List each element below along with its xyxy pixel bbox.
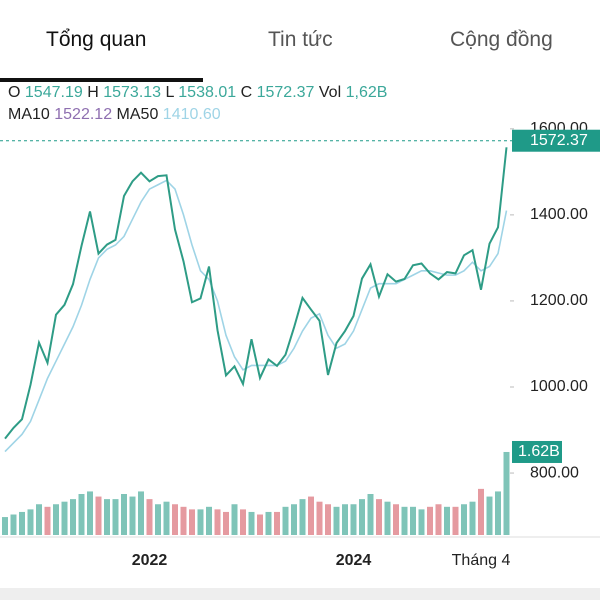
volume-bar xyxy=(146,499,153,535)
volume-bar xyxy=(342,504,348,535)
label: MA10 xyxy=(8,106,50,123)
label: MA50 xyxy=(116,106,159,123)
volume-bar xyxy=(189,509,195,535)
volume-bar xyxy=(418,509,425,535)
volume-bar xyxy=(282,506,289,535)
volume-bar xyxy=(248,511,255,535)
tab[interactable]: Cộng đồng xyxy=(450,28,553,51)
volume-bar xyxy=(112,499,119,535)
volume-bar xyxy=(299,499,306,535)
volume-badge-label: 1.62B xyxy=(518,443,560,460)
price-line xyxy=(4,147,508,440)
price-badge xyxy=(512,129,600,152)
volume-bar xyxy=(452,506,459,535)
tab[interactable]: Tổng quan xyxy=(46,28,147,51)
volume-bar xyxy=(27,509,34,535)
volume-bar xyxy=(129,496,136,535)
volume-bar xyxy=(172,504,178,535)
volume-badge xyxy=(512,440,562,463)
volume-bar xyxy=(376,499,382,535)
volume-bar xyxy=(70,499,76,535)
label: H xyxy=(87,84,99,101)
volume-bar xyxy=(214,509,221,535)
volume-bar xyxy=(461,504,467,535)
volume-bar xyxy=(180,506,187,535)
y-tick-label: 1200.00 xyxy=(530,292,588,309)
volume-bar xyxy=(435,504,442,535)
volume-bar xyxy=(367,494,374,535)
volume-bar xyxy=(104,499,110,535)
volume-bar xyxy=(138,491,144,535)
price-line xyxy=(4,179,508,453)
tab-indicator xyxy=(0,78,203,82)
label: L xyxy=(165,84,174,101)
price-badge-label: 1572.37 xyxy=(530,132,588,149)
volume-bar xyxy=(61,501,68,535)
volume-bar xyxy=(53,504,59,535)
volume-bar xyxy=(265,511,272,535)
volume-bar xyxy=(410,506,416,535)
volume-bar xyxy=(36,504,42,535)
volume-bar xyxy=(427,506,433,535)
volume-bar xyxy=(469,501,476,535)
volume-bar xyxy=(350,504,357,535)
label: C xyxy=(240,84,253,101)
volume-bar xyxy=(155,504,161,535)
value: 1410.60 xyxy=(162,106,221,123)
volume-bar xyxy=(163,501,170,535)
volume-bar xyxy=(44,506,51,535)
volume-bar xyxy=(121,494,127,535)
x-tick-label: Tháng 4 xyxy=(452,552,511,569)
volume-bar xyxy=(206,506,212,535)
value: 1,62B xyxy=(345,84,388,101)
label: O xyxy=(8,84,21,101)
x-tick-label: 2024 xyxy=(336,552,372,569)
volume-bar xyxy=(503,451,510,535)
y-tick-label: 800.00 xyxy=(530,464,579,481)
volume-bar xyxy=(359,499,365,535)
volume-bar xyxy=(87,491,93,535)
bottom-bar xyxy=(0,588,600,600)
volume-bar xyxy=(2,517,8,535)
quote-header: O 1547.19 H 1573.13 L 1538.01 C 1572.37 … xyxy=(8,82,387,126)
volume-bar xyxy=(333,506,340,535)
value: 1573.13 xyxy=(103,84,162,101)
volume-bar xyxy=(478,488,484,535)
volume-bar xyxy=(291,504,297,535)
volume-bar xyxy=(316,501,323,535)
value: 1522.12 xyxy=(54,106,113,123)
y-tick-label: 1000.00 xyxy=(530,378,588,395)
volume-bar xyxy=(325,504,331,535)
x-tick-label: 2022 xyxy=(132,552,168,569)
volume-bar xyxy=(401,506,408,535)
value: 1547.19 xyxy=(24,84,83,101)
volume-bar xyxy=(10,514,17,535)
volume-bar xyxy=(444,506,450,535)
volume-bar xyxy=(95,496,102,535)
volume-bar xyxy=(393,504,399,535)
volume-bar xyxy=(308,496,314,535)
volume-bar xyxy=(274,511,280,535)
label: Vol xyxy=(318,84,342,101)
y-tick-label: 1400.00 xyxy=(530,206,588,223)
value: 1572.37 xyxy=(256,84,315,101)
volume-bar xyxy=(19,511,25,535)
value: 1538.01 xyxy=(178,84,237,101)
tab[interactable]: Tin tức xyxy=(268,28,333,51)
volume-bar xyxy=(78,494,85,535)
volume-bar xyxy=(240,509,246,535)
volume-bar xyxy=(257,514,263,535)
volume-bar xyxy=(384,501,391,535)
volume-bar xyxy=(231,504,238,535)
volume-bar xyxy=(495,491,501,535)
volume-bar xyxy=(197,509,204,535)
volume-bar xyxy=(486,496,493,535)
volume-bar xyxy=(223,511,229,535)
